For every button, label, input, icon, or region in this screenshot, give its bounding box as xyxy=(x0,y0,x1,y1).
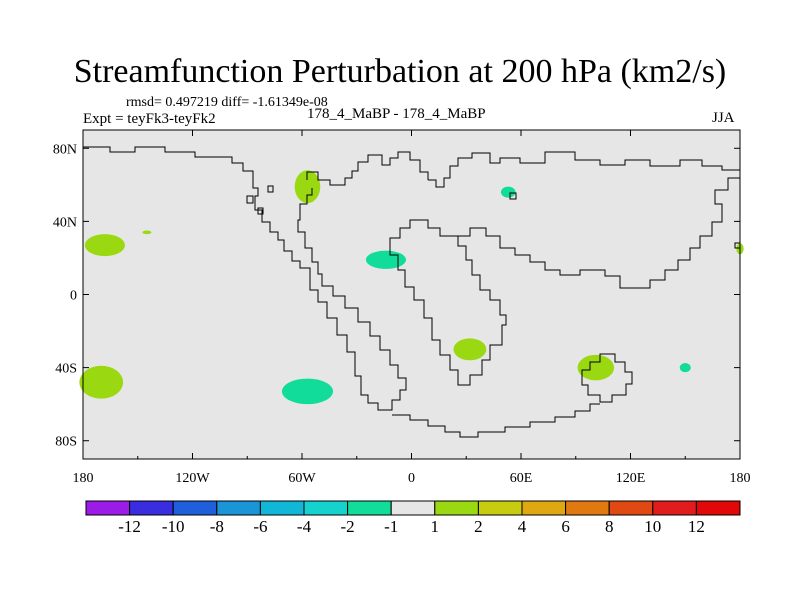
colorbar-swatch xyxy=(303,500,349,516)
case-label: 178_4_MaBP - 178_4_MaBP xyxy=(307,106,486,122)
island xyxy=(267,185,274,193)
colorbar-label: 6 xyxy=(561,517,570,536)
australia-coastline xyxy=(581,353,633,403)
island xyxy=(257,207,264,215)
africa-coastline xyxy=(389,219,507,386)
colorbar-swatch xyxy=(347,500,392,516)
anomaly-patch-2 xyxy=(79,365,124,399)
colorbar-swatch xyxy=(695,500,741,516)
colorbar-label: 12 xyxy=(688,517,705,536)
anomaly-patch-6 xyxy=(142,230,152,235)
colorbar-label: -8 xyxy=(210,517,224,536)
colorbar-swatch xyxy=(129,500,174,516)
colorbar-label: 8 xyxy=(605,517,614,536)
anomaly-patch-8 xyxy=(365,250,407,269)
anomaly-patch-1 xyxy=(453,338,487,361)
colorbar-label: -10 xyxy=(162,517,185,536)
colorbar-swatch xyxy=(434,500,479,516)
y-axis: 80N 40N 0 40S 80S xyxy=(53,142,740,450)
colorbar: -12 -10 -8 -6 -4 -2 -1 1 2 4 6 8 10 12 xyxy=(85,500,741,536)
anomaly-patch-4 xyxy=(294,170,321,204)
x-axis: 180 120W 60W 0 60E 120E 180 xyxy=(73,130,751,486)
anomaly-layer xyxy=(79,170,744,405)
colorbar-swatch xyxy=(390,500,436,516)
y-tick-label: 40N xyxy=(53,215,77,230)
colorbar-swatch xyxy=(259,500,305,516)
x-tick-label: 0 xyxy=(408,471,415,486)
colorbar-label: -2 xyxy=(341,517,355,536)
colorbar-swatch xyxy=(85,500,131,516)
anomaly-patch-0 xyxy=(577,354,615,381)
y-tick-label: 0 xyxy=(70,289,77,304)
colorbar-label: -6 xyxy=(253,517,267,536)
x-tick-label: 180 xyxy=(730,471,751,486)
americas-coastline xyxy=(83,146,407,411)
x-tick-label: 60W xyxy=(288,471,316,486)
colorbar-label: -4 xyxy=(297,517,312,536)
colorbar-label: -12 xyxy=(118,517,141,536)
anomaly-patch-10 xyxy=(679,363,691,373)
eurasia-africa-coastline xyxy=(428,151,740,188)
colorbar-label: 10 xyxy=(644,517,661,536)
x-tick-label: 120W xyxy=(175,471,210,486)
colorbar-label: 2 xyxy=(474,517,483,536)
colorbar-swatch xyxy=(608,500,654,516)
experiment-label: Expt = teyFk3-teyFk2 xyxy=(83,111,216,127)
colorbar-swatch xyxy=(216,500,261,516)
colorbar-label: 1 xyxy=(431,517,440,536)
colorbar-label: 4 xyxy=(518,517,527,536)
plot-background xyxy=(83,130,740,459)
asia-coastline xyxy=(458,177,740,289)
y-tick-label: 40S xyxy=(55,362,77,377)
x-tick-label: 60E xyxy=(510,471,533,486)
anomaly-patch-3 xyxy=(84,234,125,257)
greenland-coastline xyxy=(306,151,429,186)
island xyxy=(246,195,254,204)
y-tick-label: 80S xyxy=(55,435,77,450)
colorbar-swatch xyxy=(652,500,697,516)
stats-label: rmsd= 0.497219 diff= -1.61349e-08 xyxy=(126,95,328,110)
anomaly-patch-9 xyxy=(500,186,516,198)
colorbar-swatch xyxy=(565,500,610,516)
colorbar-swatch xyxy=(521,500,567,516)
x-tick-label: 120E xyxy=(616,471,646,486)
season-label: JJA xyxy=(712,110,735,126)
anomaly-patch-7 xyxy=(281,378,334,405)
coastline xyxy=(83,146,741,438)
colorbar-swatch xyxy=(477,500,523,516)
x-tick-label: 180 xyxy=(73,471,94,486)
chart-title: Streamfunction Perturbation at 200 hPa (… xyxy=(73,53,727,90)
y-tick-label: 80N xyxy=(53,142,77,157)
colorbar-swatch xyxy=(172,500,218,516)
antarctica-coastline xyxy=(392,403,600,438)
colorbar-label: -1 xyxy=(384,517,398,536)
island xyxy=(509,192,517,200)
